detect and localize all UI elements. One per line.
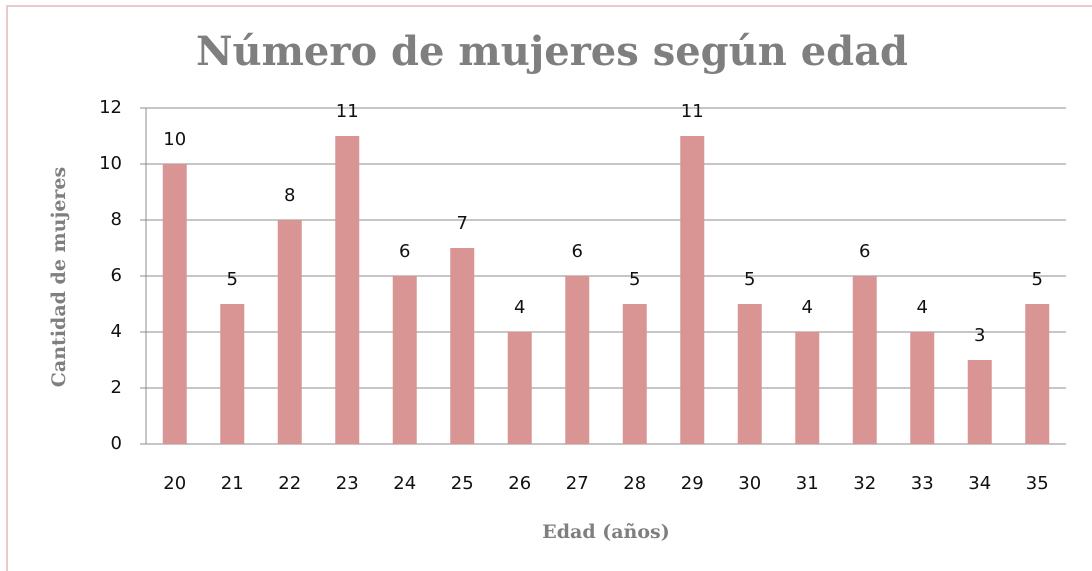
data-label: 5 bbox=[744, 269, 755, 290]
bar bbox=[277, 220, 302, 444]
y-axis-label: Cantidad de mujeres bbox=[48, 167, 70, 387]
x-tick-label: 31 bbox=[796, 473, 819, 494]
bar bbox=[680, 136, 705, 444]
bar bbox=[507, 332, 532, 444]
x-tick-label: 22 bbox=[278, 473, 301, 494]
bar bbox=[622, 304, 647, 444]
x-tick-label: 28 bbox=[623, 473, 646, 494]
data-label: 10 bbox=[163, 129, 186, 150]
x-tick-label: 32 bbox=[853, 473, 876, 494]
bar bbox=[450, 248, 475, 444]
bar bbox=[852, 276, 877, 444]
bar bbox=[392, 276, 417, 444]
data-label: 4 bbox=[917, 297, 928, 318]
bar bbox=[335, 136, 360, 444]
x-tick-label: 25 bbox=[451, 473, 474, 494]
y-tick-label: 12 bbox=[99, 97, 122, 118]
chart-title: Número de mujeres según edad bbox=[196, 28, 908, 75]
bar bbox=[1025, 304, 1050, 444]
x-tick-label: 21 bbox=[221, 473, 244, 494]
y-tick-label: 8 bbox=[111, 209, 122, 230]
bar bbox=[910, 332, 935, 444]
x-tick-label: 35 bbox=[1026, 473, 1049, 494]
bar bbox=[967, 360, 992, 444]
y-tick-label: 2 bbox=[111, 377, 122, 398]
data-label: 5 bbox=[629, 269, 640, 290]
chart-border bbox=[6, 5, 1092, 571]
data-label: 11 bbox=[681, 101, 704, 122]
data-label: 3 bbox=[974, 325, 985, 346]
data-label: 4 bbox=[802, 297, 813, 318]
x-tick-label: 30 bbox=[738, 473, 761, 494]
y-tick-label: 10 bbox=[99, 153, 122, 174]
data-label: 6 bbox=[399, 241, 410, 262]
y-tick-label: 6 bbox=[111, 265, 122, 286]
x-tick-label: 27 bbox=[566, 473, 589, 494]
bar bbox=[737, 304, 762, 444]
bar bbox=[795, 332, 820, 444]
x-axis-label: Edad (años) bbox=[542, 521, 669, 543]
x-tick-label: 23 bbox=[336, 473, 359, 494]
data-label: 7 bbox=[457, 213, 468, 234]
bar bbox=[162, 164, 187, 444]
data-label: 5 bbox=[1032, 269, 1043, 290]
data-label: 6 bbox=[572, 241, 583, 262]
data-label: 11 bbox=[336, 101, 359, 122]
data-label: 4 bbox=[514, 297, 525, 318]
x-tick-label: 29 bbox=[681, 473, 704, 494]
x-tick-label: 20 bbox=[163, 473, 186, 494]
data-label: 6 bbox=[859, 241, 870, 262]
x-tick-label: 24 bbox=[393, 473, 416, 494]
data-label: 8 bbox=[284, 185, 295, 206]
x-tick-label: 26 bbox=[508, 473, 531, 494]
bar bbox=[220, 304, 245, 444]
x-tick-label: 33 bbox=[911, 473, 934, 494]
bar bbox=[565, 276, 590, 444]
y-tick-label: 0 bbox=[111, 433, 122, 454]
x-tick-label: 34 bbox=[968, 473, 991, 494]
data-label: 5 bbox=[227, 269, 238, 290]
y-tick-label: 4 bbox=[111, 321, 122, 342]
